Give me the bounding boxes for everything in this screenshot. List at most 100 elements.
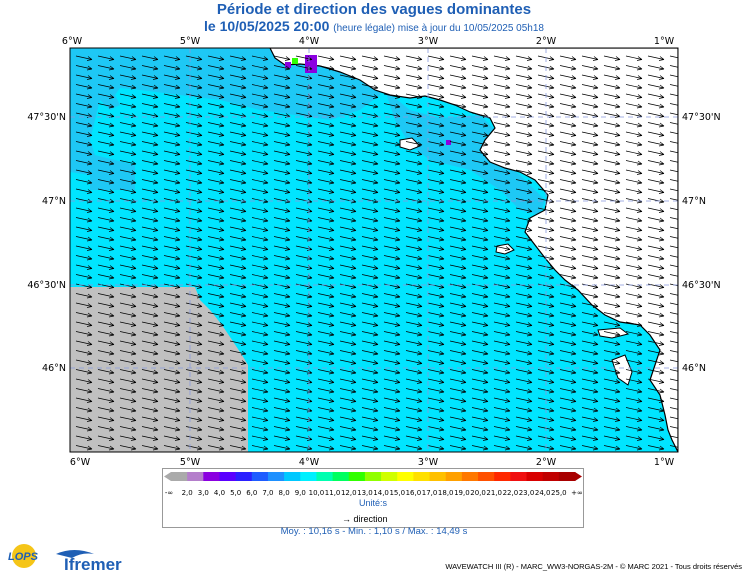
direction-arrow	[383, 122, 401, 128]
direction-arrow	[515, 302, 533, 308]
direction-arrow	[449, 321, 467, 327]
direction-arrow	[515, 397, 533, 403]
direction-arrow	[163, 103, 181, 109]
direction-arrow	[185, 93, 203, 99]
direction-arrow	[427, 388, 445, 394]
direction-arrow	[75, 302, 93, 308]
direction-arrow	[449, 188, 467, 194]
direction-arrow	[207, 293, 225, 299]
direction-arrow	[669, 340, 678, 344]
direction-arrow	[207, 188, 225, 194]
direction-arrow	[361, 340, 379, 346]
direction-arrow	[625, 55, 643, 61]
direction-arrow	[669, 378, 678, 382]
direction-arrow	[449, 179, 467, 185]
direction-arrow	[207, 169, 225, 175]
direction-arrow	[75, 207, 93, 213]
direction-arrow	[647, 207, 665, 213]
direction-arrow	[361, 321, 379, 327]
direction-arrow	[493, 179, 511, 185]
direction-arrow	[669, 103, 678, 106]
direction-arrow	[647, 369, 665, 375]
direction-arrows	[75, 55, 678, 451]
direction-arrow	[405, 131, 423, 137]
direction-arrow	[119, 255, 137, 261]
direction-arrow	[207, 103, 225, 109]
direction-arrow	[471, 141, 489, 147]
direction-arrow	[669, 226, 678, 230]
direction-arrow	[251, 65, 269, 71]
direction-arrow	[361, 378, 379, 384]
direction-arrow	[97, 407, 115, 413]
direction-arrow	[647, 378, 665, 384]
direction-arrow	[97, 84, 115, 90]
direction-arrow	[295, 160, 313, 166]
direction-arrow	[75, 141, 93, 147]
direction-arrow	[119, 169, 137, 175]
direction-arrow	[471, 274, 489, 280]
direction-arrow	[295, 169, 313, 175]
direction-arrow	[163, 435, 181, 441]
direction-arrow	[361, 331, 379, 337]
arrow-right-icon: →	[342, 514, 351, 524]
direction-arrow	[97, 236, 115, 242]
direction-arrow	[625, 340, 643, 346]
direction-arrow	[449, 141, 467, 147]
direction-arrow	[647, 397, 665, 403]
direction-arrow	[625, 321, 643, 327]
direction-arrow	[141, 445, 159, 451]
direction-arrow	[471, 131, 489, 137]
lat-label: 47°N	[682, 196, 706, 207]
direction-arrow	[603, 255, 621, 261]
direction-arrow	[581, 226, 599, 232]
direction-arrow	[515, 93, 533, 99]
colorbar-tick-label: 18,0	[438, 489, 454, 497]
direction-arrow	[273, 274, 291, 280]
direction-arrow	[493, 340, 511, 346]
direction-arrow	[251, 397, 269, 403]
direction-arrow	[515, 207, 533, 213]
direction-arrow	[361, 397, 379, 403]
direction-arrow	[559, 416, 577, 422]
direction-arrow	[229, 217, 247, 223]
direction-arrow	[427, 293, 445, 299]
direction-arrow	[383, 350, 401, 356]
direction-arrow	[625, 65, 643, 71]
direction-arrow	[75, 426, 93, 432]
direction-arrow	[449, 435, 467, 441]
direction-arrow	[405, 369, 423, 375]
lon-label: 1°W	[654, 36, 675, 47]
direction-arrow	[119, 150, 137, 156]
direction-arrow	[207, 122, 225, 128]
direction-arrow	[119, 245, 137, 251]
direction-arrow	[383, 407, 401, 413]
direction-arrow	[97, 302, 115, 308]
direction-arrow	[625, 255, 643, 261]
direction-arrow	[537, 359, 555, 365]
direction-arrow	[449, 207, 467, 213]
direction-arrow	[97, 226, 115, 232]
direction-arrow	[185, 103, 203, 109]
direction-arrow	[581, 302, 599, 308]
direction-arrow	[361, 255, 379, 261]
direction-arrow	[471, 74, 489, 80]
direction-arrow	[119, 378, 137, 384]
direction-arrow	[493, 103, 511, 109]
direction-arrow	[559, 293, 577, 299]
direction-arrow	[141, 255, 159, 261]
direction-arrow	[163, 150, 181, 156]
direction-arrow	[97, 245, 115, 251]
lon-labels-bottom: 6°W 5°W 4°W 3°W 2°W 1°W	[70, 457, 675, 468]
direction-arrow	[251, 426, 269, 432]
direction-arrow	[537, 321, 555, 327]
direction-arrow	[405, 236, 423, 242]
colorbar-tick-label: 6,0	[246, 489, 257, 497]
direction-arrow	[471, 302, 489, 308]
direction-arrow	[669, 131, 678, 135]
direction-arrow	[669, 188, 678, 192]
direction-arrow	[427, 302, 445, 308]
direction-arrow	[515, 141, 533, 147]
direction-arrow	[317, 131, 335, 137]
direction-arrow	[515, 321, 533, 327]
direction-arrow	[603, 245, 621, 251]
